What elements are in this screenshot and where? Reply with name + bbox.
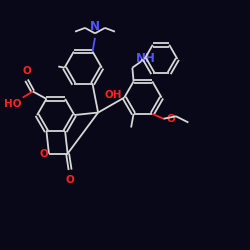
Text: HO: HO xyxy=(4,99,21,109)
Text: N: N xyxy=(90,20,100,34)
Text: OH: OH xyxy=(105,90,122,100)
Text: O: O xyxy=(22,66,31,76)
Text: O: O xyxy=(166,114,175,124)
Text: NH: NH xyxy=(136,52,156,65)
Text: O: O xyxy=(66,175,74,185)
Text: O: O xyxy=(39,148,48,158)
